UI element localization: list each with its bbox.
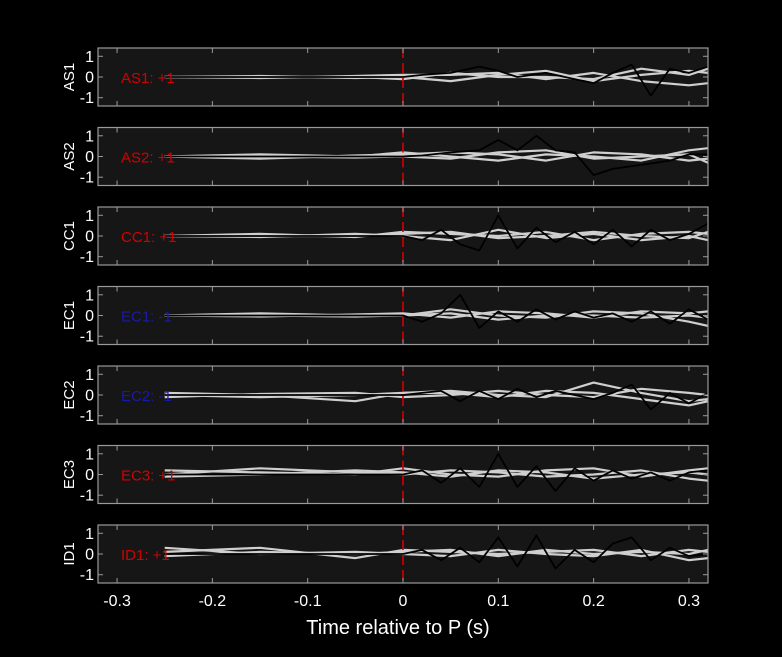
y-tick-label: 0 xyxy=(85,229,94,246)
x-tick-label: 0.3 xyxy=(678,593,700,610)
x-tick-label: 0 xyxy=(399,593,408,610)
station-label: AS1 xyxy=(61,63,78,91)
polarity-label: EC1: -1 xyxy=(121,309,172,326)
x-tick-label: 0.1 xyxy=(487,593,509,610)
y-tick-label: 0 xyxy=(85,547,94,564)
black-trace xyxy=(164,534,708,570)
polarity-label: CC1: +1 xyxy=(121,229,176,246)
y-tick-label: 0 xyxy=(85,70,94,87)
x-tick-label: -0.3 xyxy=(103,593,131,610)
black-trace xyxy=(164,293,708,329)
gray-trace xyxy=(164,387,708,399)
station-label: EC3 xyxy=(61,460,78,489)
polarity-label: EC3: +1 xyxy=(121,468,176,485)
station-label: ID1 xyxy=(61,542,78,565)
y-tick-label: -1 xyxy=(80,408,94,425)
x-axis-label: Time relative to P (s) xyxy=(306,617,489,639)
y-tick-label: 1 xyxy=(85,49,94,66)
black-trace xyxy=(164,134,708,177)
station-label: CC1 xyxy=(61,221,78,251)
y-tick-label: 1 xyxy=(85,446,94,463)
traces xyxy=(164,534,708,570)
y-tick-label: -1 xyxy=(80,249,94,266)
polarity-label: AS2: +1 xyxy=(121,150,175,167)
y-tick-label: 0 xyxy=(85,467,94,484)
y-tick-label: 1 xyxy=(85,526,94,543)
x-axis: -0.3 -0.2 -0.1 0 0.1 0.2 0.3 xyxy=(103,593,700,610)
traces xyxy=(164,293,708,329)
y-tick-label: 0 xyxy=(85,149,94,166)
station-label: EC1 xyxy=(61,301,78,330)
polarity-label: EC2: -1 xyxy=(121,388,172,405)
black-trace xyxy=(164,214,708,252)
polarity-label: ID1: +1 xyxy=(121,547,170,564)
y-tick-label: -1 xyxy=(80,329,94,346)
y-tick-label: -1 xyxy=(80,488,94,505)
y-tick-label: 1 xyxy=(85,287,94,304)
y-tick-label: -1 xyxy=(80,90,94,107)
x-tick-label: -0.1 xyxy=(294,593,322,610)
traces xyxy=(164,452,708,493)
traces xyxy=(164,214,708,252)
gray-trace xyxy=(164,469,708,480)
traces xyxy=(164,63,708,97)
black-trace xyxy=(164,63,708,97)
x-tick-label: -0.2 xyxy=(199,593,227,610)
traces xyxy=(164,381,708,411)
x-tick-label: 0.2 xyxy=(583,593,605,610)
y-tick-label: -1 xyxy=(80,170,94,187)
y-tick-label: 1 xyxy=(85,208,94,225)
traces xyxy=(164,134,708,177)
y-tick-label: -1 xyxy=(80,567,94,584)
y-tick-label: 1 xyxy=(85,367,94,384)
y-tick-label: 0 xyxy=(85,308,94,325)
gray-trace xyxy=(164,381,708,403)
station-label: EC2 xyxy=(61,380,78,409)
black-trace xyxy=(164,383,708,411)
black-trace xyxy=(164,452,708,493)
polarity-label: AS1: +1 xyxy=(121,70,175,87)
y-tick-label: 0 xyxy=(85,388,94,405)
station-label: AS2 xyxy=(61,142,78,170)
y-tick-label: 1 xyxy=(85,128,94,145)
